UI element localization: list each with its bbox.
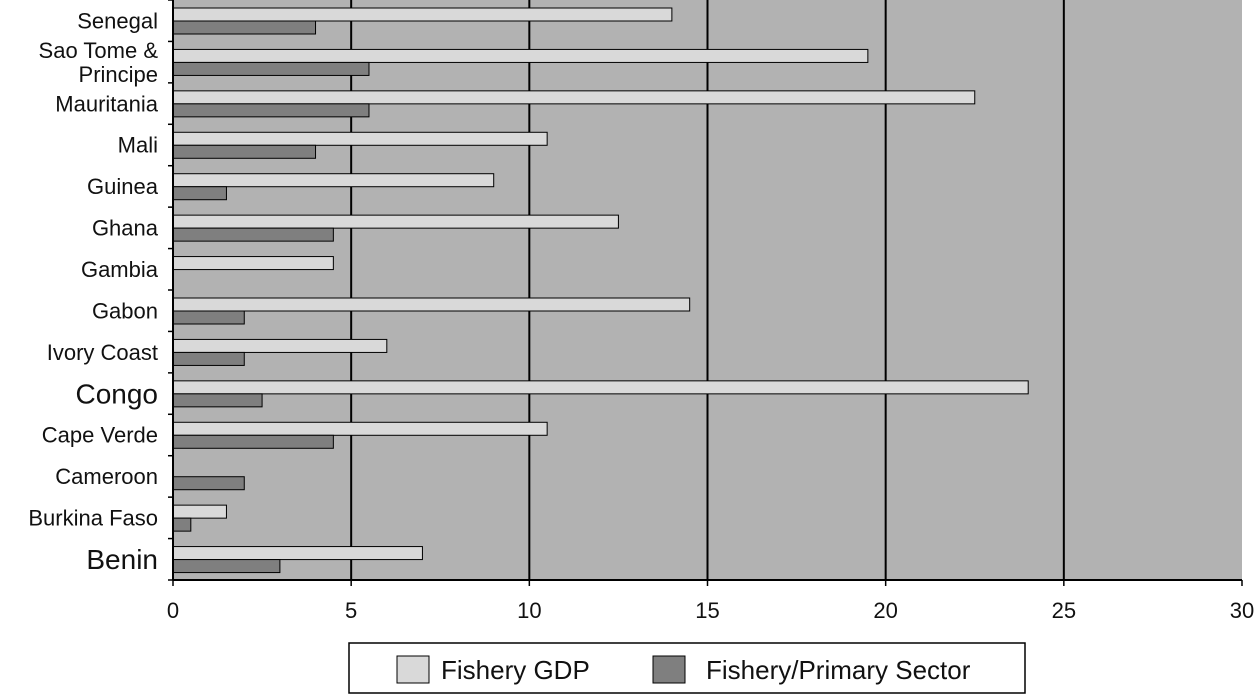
category-label-guinea: Guinea — [87, 174, 159, 199]
category-label-sao-tome-principe: Sao Tome & Principe — [39, 38, 159, 87]
category-label-gambia: Gambia — [81, 257, 159, 282]
bar-fishery-gdp-mauritania — [172, 90, 976, 105]
x-tick-label-30: 30 — [1230, 598, 1254, 623]
category-label-ivory-coast: Ivory Coast — [47, 340, 158, 365]
legend: Fishery GDP Fishery/Primary Sector — [348, 642, 1026, 694]
bar-fishery-gdp-cape-verde — [172, 421, 548, 436]
x-tick-label-20: 20 — [873, 598, 897, 623]
bar-fishery-primary-sector-mali — [172, 144, 317, 159]
category-label-mali: Mali — [118, 133, 158, 158]
category-label-mauritania: Mauritania — [55, 91, 158, 116]
legend-label-fishery-gdp: Fishery GDP — [441, 655, 590, 685]
bar-fishery-primary-sector-guinea — [172, 186, 227, 201]
x-tick-label-0: 0 — [167, 598, 179, 623]
category-labels: Senegal Sao Tome & Principe Mauritania Mali G… — [28, 8, 158, 575]
bar-fishery-primary-sector-cameroon — [172, 476, 245, 491]
x-tick-labels: 0 5 10 15 20 25 30 — [167, 598, 1254, 623]
category-label-burkina-faso: Burkina Faso — [28, 506, 158, 531]
bar-fishery-primary-sector-senegal — [172, 20, 317, 35]
category-label-cameroon: Cameroon — [55, 464, 158, 489]
bar-fishery-primary-sector-sao-tome-principe — [172, 61, 370, 76]
legend-swatch-fishery-gdp — [396, 655, 430, 684]
bar-fishery-primary-sector-gabon — [172, 310, 245, 325]
x-tick-label-25: 25 — [1052, 598, 1076, 623]
bar-fishery-gdp-ivory-coast — [172, 338, 388, 353]
category-label-benin: Benin — [86, 544, 158, 575]
bar-fishery-primary-sector-ivory-coast — [172, 351, 245, 366]
bar-fishery-primary-sector-ghana — [172, 227, 334, 242]
x-tick-label-5: 5 — [345, 598, 357, 623]
bar-fishery-gdp-gabon — [172, 297, 691, 312]
bar-fishery-gdp-sao-tome-principe — [172, 48, 869, 63]
bar-fishery-primary-sector-benin — [172, 559, 281, 574]
bar-fishery-gdp-gambia — [172, 256, 334, 271]
x-tick-label-15: 15 — [695, 598, 719, 623]
bar-fishery-primary-sector-burkina-faso — [172, 517, 192, 532]
category-label-senegal: Senegal — [77, 8, 158, 33]
bar-fishery-gdp-guinea — [172, 173, 495, 188]
bar-fishery-gdp-senegal — [172, 7, 673, 22]
category-label-ghana: Ghana — [92, 216, 159, 241]
axes — [168, 0, 1243, 586]
category-label-congo: Congo — [75, 378, 158, 409]
legend-label-fishery-primary-sector: Fishery/Primary Sector — [706, 655, 971, 685]
bar-fishery-gdp-mali — [172, 131, 548, 146]
bar-fishery-primary-sector-congo — [172, 393, 263, 408]
legend-box — [348, 642, 1026, 694]
category-label-cape-verde: Cape Verde — [42, 423, 158, 448]
bar-fishery-primary-sector-mauritania — [172, 103, 370, 118]
x-tick-label-10: 10 — [517, 598, 541, 623]
legend-swatch-fishery-primary-sector — [652, 655, 686, 684]
bar-fishery-gdp-ghana — [172, 214, 619, 229]
category-label-gabon: Gabon — [92, 298, 158, 323]
bars — [172, 7, 1029, 574]
bar-fishery-gdp-congo — [172, 380, 1029, 395]
bar-fishery-primary-sector-cape-verde — [172, 434, 334, 449]
bar-fishery-gdp-benin — [172, 546, 423, 561]
bar-fishery-gdp-burkina-faso — [172, 504, 227, 519]
